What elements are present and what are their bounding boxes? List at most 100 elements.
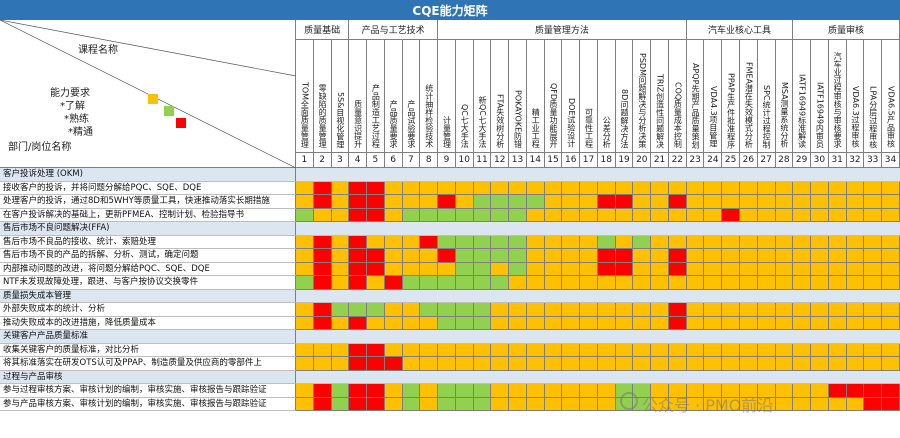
matrix-cell <box>704 276 723 290</box>
matrix-cell <box>864 357 883 371</box>
matrix-cell <box>509 249 527 263</box>
matrix-cell <box>473 276 492 290</box>
matrix-cell <box>864 397 883 411</box>
column-header: FMEA潜在失效模式分析 <box>740 40 758 152</box>
table-row: 参与产品审核方案、审核计划的编制，审核实施、审核报告与跟踪验证 <box>0 397 900 411</box>
matrix-cell <box>828 181 847 195</box>
column-header-label: 精工业工程 <box>531 108 541 148</box>
matrix-cell <box>313 195 332 209</box>
matrix-cell <box>526 303 545 317</box>
matrix-cell <box>313 357 332 371</box>
matrix-cell <box>686 303 705 317</box>
matrix-cell <box>633 316 652 330</box>
matrix-cell <box>757 208 776 222</box>
matrix-cell <box>296 303 314 317</box>
matrix-cell <box>313 384 332 398</box>
column-number: 7 <box>402 152 421 168</box>
matrix-cell <box>526 276 545 290</box>
matrix-cell <box>331 357 350 371</box>
matrix-cell <box>740 343 758 357</box>
matrix-cell <box>562 195 581 209</box>
column-header: QFD质量功能展开 <box>544 40 563 152</box>
matrix-cell <box>633 235 652 249</box>
table-row: 内部推动问题的改进，将问题分解给PQC、SQE、DQE <box>0 262 900 276</box>
matrix-cell <box>633 303 652 317</box>
course-label: 课程名称 <box>78 45 118 56</box>
corner-header: 课程名称 能力要求 *了解 *熟练 *精通 部门/岗位名称 <box>0 20 296 168</box>
column-header-label: VDA4.3项目管理 <box>708 86 718 148</box>
column-number: 29 <box>793 152 812 168</box>
column-number: 21 <box>651 152 669 168</box>
matrix-cell <box>544 303 563 317</box>
matrix-cell <box>296 357 314 371</box>
matrix-cell <box>740 181 758 195</box>
matrix-cell <box>722 235 740 249</box>
matrix-cell <box>296 397 314 411</box>
matrix-cell <box>793 249 812 263</box>
matrix-cell <box>846 181 865 195</box>
matrix-cell <box>740 195 758 209</box>
matrix-cell <box>793 357 812 371</box>
matrix-cell <box>597 208 616 222</box>
matrix-cell <box>331 343 350 357</box>
matrix-cell <box>420 235 439 249</box>
column-header: TOM全面质量管理 <box>296 40 314 152</box>
matrix-cell <box>793 316 812 330</box>
matrix-cell <box>455 181 474 195</box>
matrix-cell <box>740 276 758 290</box>
matrix-cell <box>331 249 350 263</box>
column-header: COQ质量成本控制 <box>668 40 687 152</box>
matrix-cell <box>882 195 900 209</box>
column-number: 24 <box>704 152 723 168</box>
matrix-cell <box>597 397 616 411</box>
matrix-cell <box>402 316 421 330</box>
matrix-cell <box>367 195 385 209</box>
matrix-cell <box>864 384 883 398</box>
matrix-cell <box>313 208 332 222</box>
column-header: 新QC七大手法 <box>473 40 492 152</box>
matrix-cell <box>562 357 581 371</box>
matrix-cell <box>651 249 669 263</box>
matrix-cell <box>438 303 456 317</box>
matrix-cell <box>544 235 563 249</box>
matrix-cell <box>313 303 332 317</box>
group-header: 质量管理方法 <box>438 20 687 40</box>
matrix-cell <box>580 343 598 357</box>
column-header-label: IATF16949标准解读 <box>797 73 807 148</box>
matrix-cell <box>864 343 883 357</box>
matrix-cell <box>811 208 829 222</box>
matrix-cell <box>580 397 598 411</box>
column-number: 17 <box>580 152 598 168</box>
matrix-cell <box>509 195 527 209</box>
column-header-label: TOM全面质量管理 <box>300 81 310 148</box>
matrix-cell <box>367 208 385 222</box>
matrix-cell <box>349 181 368 195</box>
matrix-cell <box>544 397 563 411</box>
column-number: 3 <box>331 152 350 168</box>
matrix-cell <box>651 357 669 371</box>
dept-label: 部门/岗位名称 <box>8 142 72 153</box>
section-label: 质量损失成本管理 <box>0 289 296 303</box>
column-number: 25 <box>722 152 740 168</box>
column-header: PPAP生产件批准程序 <box>722 40 740 152</box>
matrix-cell <box>349 397 368 411</box>
group-header: 质量基础 <box>296 20 350 40</box>
matrix-cell <box>331 397 350 411</box>
matrix-cell <box>828 343 847 357</box>
matrix-cell <box>828 249 847 263</box>
matrix-cell <box>438 195 456 209</box>
matrix-cell <box>509 357 527 371</box>
matrix-cell <box>562 208 581 222</box>
matrix-cell <box>331 276 350 290</box>
matrix-cell <box>455 343 474 357</box>
column-number: 28 <box>775 152 794 168</box>
column-number: 30 <box>811 152 829 168</box>
matrix-cell <box>882 276 900 290</box>
level-expert: *精通 <box>68 127 93 138</box>
column-header-label: VDA6.3过程审核 <box>850 86 860 148</box>
matrix-cell <box>651 303 669 317</box>
column-number: 32 <box>846 152 865 168</box>
column-number: 22 <box>668 152 687 168</box>
matrix-cell <box>597 276 616 290</box>
matrix-cell <box>864 276 883 290</box>
